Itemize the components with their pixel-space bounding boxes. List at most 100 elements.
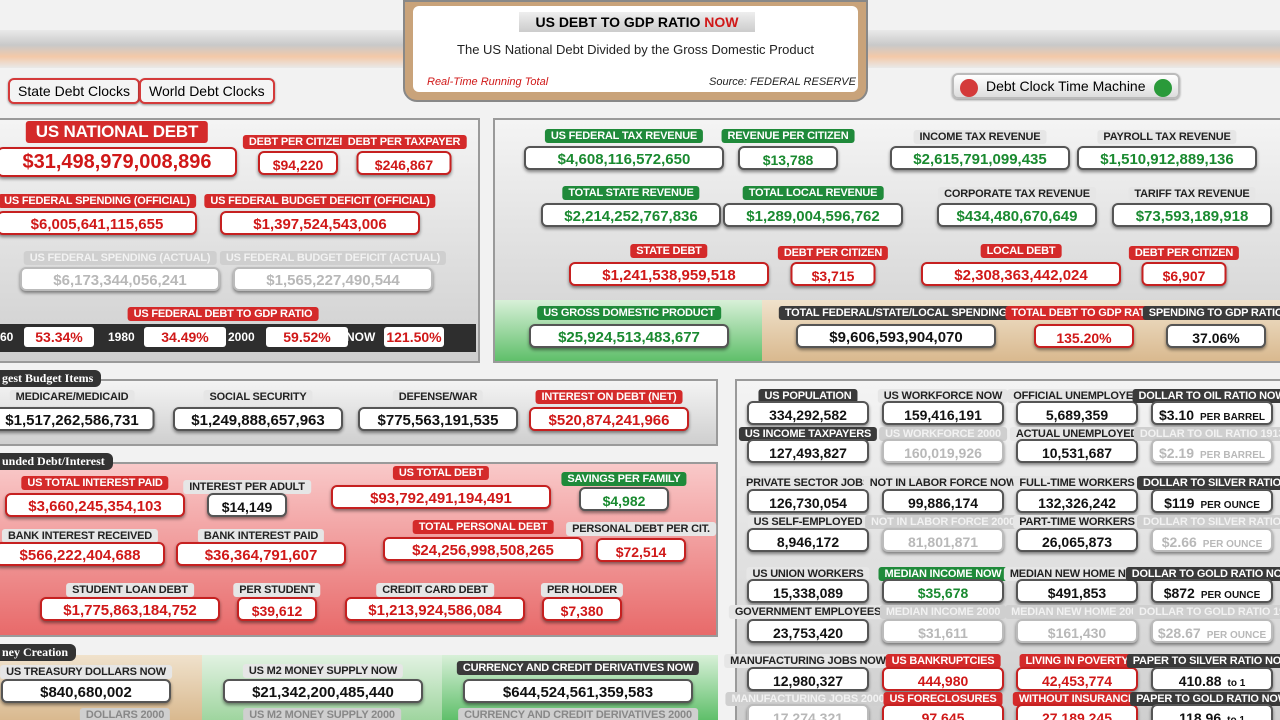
clock-value-text: $31,498,979,008,896 [22, 151, 212, 173]
clock-value: $72,514 [596, 538, 686, 562]
clock-label: TOTAL FEDERAL/STATE/LOCAL SPENDING [778, 306, 1014, 320]
clock-value: 27,189,245 [1016, 704, 1138, 720]
clock-value-text: $2,308,363,442,024 [954, 267, 1088, 284]
clock-label: CORPORATE TAX REVENUE [938, 187, 1096, 201]
clock-value: 410.88 to 1 [1151, 667, 1273, 691]
clock-label: US NATIONAL DEBT [25, 121, 209, 143]
clock-label: INTEREST ON DEBT (NET) [535, 390, 683, 404]
clock-value-text: 81,801,871 [907, 534, 979, 550]
clock-value-text: $6,173,344,056,241 [53, 272, 187, 289]
clock-value-text: $21,342,200,485,440 [252, 684, 394, 701]
clock-value-text: $4,608,116,572,650 [557, 151, 691, 168]
clock-value: 10,531,687 [1016, 439, 1138, 463]
clock-label: PER STUDENT [233, 583, 321, 597]
clock-value: $4,608,116,572,650 [524, 146, 724, 170]
clock-value: $644,524,561,359,583 [463, 679, 693, 703]
clock-value: 37.06% [1166, 324, 1266, 348]
world-debt-button[interactable]: World Debt Clocks [139, 78, 275, 104]
clock-label: STATE DEBT [630, 244, 708, 258]
clock-value-text: $840,680,002 [40, 684, 132, 701]
clock-value: $1,565,227,490,544 [233, 267, 433, 291]
clock-value-text: $2,615,791,099,435 [913, 151, 1047, 168]
clock-value: 159,416,191 [882, 401, 1004, 425]
header-panel: US DEBT TO GDP RATIO NOW The US National… [413, 6, 858, 92]
clock-label: US FEDERAL TAX REVENUE [544, 129, 704, 143]
header-frame: US DEBT TO GDP RATIO NOW The US National… [403, 0, 868, 102]
clock-label: ACTUAL UNEMPLOYED [1009, 427, 1145, 441]
clock-value-text: $119 [1164, 495, 1195, 511]
clock-value: 97,645 [882, 704, 1004, 720]
clock-label: US FEDERAL BUDGET DEFICIT (ACTUAL) [219, 251, 447, 265]
clock-value-text: 27,189,245 [1041, 710, 1113, 720]
clock-value: $3,660,245,354,103 [5, 493, 185, 517]
clock-value-text: $94,220 [272, 157, 324, 173]
clock-unit: PER OUNCE [1200, 590, 1261, 601]
clock-value-text: 334,292,582 [769, 407, 847, 423]
time-machine-button[interactable]: Debt Clock Time Machine [952, 73, 1180, 99]
clock-label: US M2 MONEY SUPPLY NOW [242, 664, 404, 678]
clock-value: 160,019,926 [882, 439, 1004, 463]
state-debt-button[interactable]: State Debt Clocks [8, 78, 141, 104]
clock-value: 118.96 to 1 [1151, 704, 1273, 720]
clock-label: US WORKFORCE 2000 [879, 427, 1007, 441]
clock-value-text: $36,364,791,607 [204, 547, 318, 564]
header-title-box: US DEBT TO GDP RATIO NOW [519, 12, 755, 32]
clock-value: $93,792,491,194,491 [331, 485, 551, 509]
clock-value: $3,715 [790, 262, 876, 286]
clock-label: PAPER TO GOLD RATIO NOW [1130, 692, 1280, 706]
clock-value-text: $93,792,491,194,491 [370, 490, 512, 507]
clock-label: PERSONAL DEBT PER CIT. [566, 522, 716, 536]
clock-value: 81,801,871 [882, 528, 1004, 552]
clock-value-text: $2.19 [1158, 445, 1195, 461]
clock-label: INCOME TAX REVENUE [913, 130, 1047, 144]
clock-label: PRIVATE SECTOR JOBS [740, 476, 876, 490]
clock-value: $21,342,200,485,440 [223, 679, 423, 703]
clock-value-text: $4,982 [602, 493, 646, 509]
clock-value-text: $434,480,670,649 [956, 208, 1078, 225]
clock-label: DEBT PER TAXPAYER [341, 135, 467, 149]
clock-value-text: $872 [1163, 585, 1195, 601]
clock-value-text: $520,874,241,966 [548, 412, 670, 429]
clock-value-text: $161,430 [1047, 625, 1107, 641]
clock-value-text: $7,380 [560, 603, 604, 619]
clock-value: $4,982 [579, 487, 669, 511]
clock-value-text: 127,493,827 [769, 445, 847, 461]
ratio-value: 59.52% [266, 327, 348, 347]
clock-label: TOTAL STATE REVENUE [562, 186, 700, 200]
header-title-now: NOW [704, 14, 739, 30]
clock-label: PER HOLDER [540, 583, 624, 597]
clock-label: STUDENT LOAN DEBT [66, 583, 194, 597]
clock-label: US GROSS DOMESTIC PRODUCT [537, 306, 721, 320]
clock-value: $6,005,641,115,655 [0, 211, 197, 235]
clock-value: 15,338,089 [747, 579, 869, 603]
clock-value-text: $25,924,513,483,677 [558, 329, 700, 346]
clock-value: 26,065,873 [1016, 528, 1138, 552]
clock-label: US TREASURY DOLLARS NOW [0, 665, 172, 679]
clock-label: OFFICIAL UNEMPLOYED [1007, 389, 1147, 403]
clock-value-text: $1,510,912,889,136 [1100, 151, 1234, 168]
clock-value: $1,289,004,596,762 [723, 203, 903, 227]
clock-unit: PER BARREL [1200, 412, 1266, 423]
clock-value-text: $6,005,641,115,655 [30, 216, 164, 233]
clock-value: 17,274,321 [747, 704, 869, 720]
clock-value-text: $1,565,227,490,544 [266, 272, 400, 289]
clock-value: $13,788 [738, 146, 838, 170]
clock-unit: PER BARREL [1200, 450, 1266, 461]
partial-label: DOLLARS 2000 [79, 708, 171, 720]
back-icon [960, 79, 978, 97]
clock-label: SPENDING TO GDP RATIO [1142, 306, 1280, 320]
clock-value: $6,173,344,056,241 [20, 267, 220, 291]
clock-unit: PER OUNCE [1206, 630, 1267, 641]
clock-value: $775,563,191,535 [358, 407, 518, 431]
partial-label: CURRENCY AND CREDIT DERIVATIVES 2000 [458, 708, 698, 720]
clock-label: DOLLAR TO GOLD RATIO 19 [1133, 605, 1280, 619]
clock-value-text: $2,214,252,767,836 [564, 208, 698, 225]
clock-label: PAPER TO SILVER RATIO NOW [1126, 654, 1280, 668]
clock-value-text: 410.88 [1178, 673, 1222, 689]
clock-value: $2.19 PER BARREL [1151, 439, 1273, 463]
ratio-value: 53.34% [24, 327, 94, 347]
clock-value-text: 160,019,926 [904, 445, 982, 461]
clock-label: MANUFACTURING JOBS NOW [724, 654, 892, 668]
